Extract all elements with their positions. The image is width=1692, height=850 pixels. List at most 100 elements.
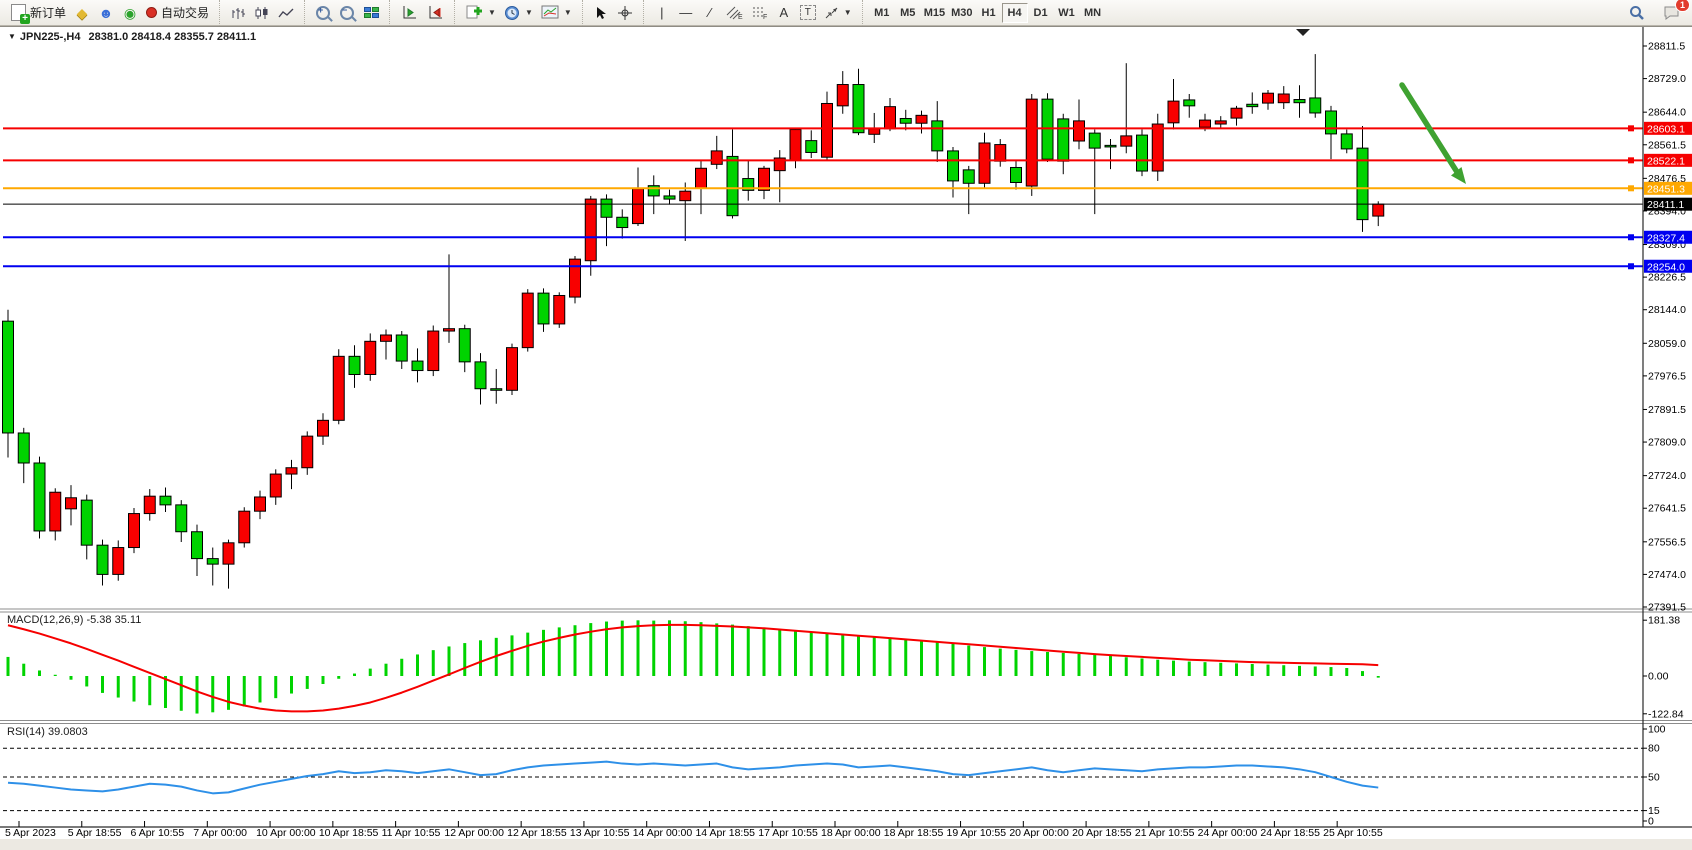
drawn-arrow-line[interactable]	[1399, 82, 1460, 175]
svg-text:F: F	[763, 14, 767, 20]
chart-background	[0, 27, 1692, 839]
bull-candle	[269, 473, 282, 498]
level-line-handle[interactable]	[1628, 125, 1634, 132]
drawn-arrow-head[interactable]	[1451, 167, 1466, 184]
level-lines-group	[3, 125, 1643, 270]
search-icon	[1630, 5, 1644, 20]
notification-badge: 1	[1674, 0, 1690, 12]
notifications-button[interactable]: 1	[1659, 0, 1690, 24]
time-label: 25 Apr 10:55	[1323, 827, 1383, 839]
price-tick-label: 28144.0	[1648, 304, 1686, 316]
bear-candle	[1010, 166, 1022, 183]
level-line-handle[interactable]	[1628, 185, 1634, 192]
bull-candle	[112, 547, 125, 575]
price-tick-label: 27556.5	[1648, 536, 1686, 548]
price-level-badge-text: 28603.1	[1647, 123, 1685, 135]
time-label: 18 Apr 00:00	[821, 827, 881, 839]
tile-windows-button[interactable]	[359, 2, 383, 24]
time-scale-group[interactable]: 5 Apr 2023 5 Apr 18:55 6 Apr 10:55 7 Apr 00…	[5, 821, 1383, 839]
community-button[interactable]: ☻	[94, 2, 118, 24]
bull-candle	[1025, 98, 1038, 187]
timeframes-group: M1 M5 M15 M30 H1 H4 D1 W1 MN	[861, 0, 1109, 26]
scroll-group	[389, 0, 451, 26]
price-tick-label: 27474.0	[1648, 569, 1686, 581]
level-line-handle[interactable]	[1628, 263, 1634, 270]
crosshair-button[interactable]	[613, 2, 637, 24]
price-scale-group[interactable]: 28811.528729.028644.028561.528476.528394…	[1643, 41, 1692, 614]
time-label: 10 Apr 00:00	[256, 827, 316, 839]
bear-candle	[947, 150, 959, 182]
text-label-button[interactable]: T	[796, 2, 820, 24]
templates-button[interactable]: ▼	[537, 2, 576, 24]
chart-shift-button[interactable]	[422, 2, 448, 24]
time-label: 20 Apr 18:55	[1072, 827, 1132, 839]
timeframe-m1-button[interactable]: M1	[869, 3, 895, 23]
bear-candle	[537, 292, 550, 325]
auto-scroll-icon	[403, 6, 417, 19]
signals-button[interactable]: ◉	[118, 2, 142, 24]
bar-chart-button[interactable]	[226, 2, 250, 24]
fibonacci-button[interactable]: F	[747, 2, 772, 24]
timeframe-m15-button[interactable]: M15	[921, 3, 948, 23]
text-button[interactable]: A	[772, 2, 796, 24]
level-line-handle[interactable]	[1628, 234, 1634, 241]
timeframe-m5-button[interactable]: M5	[895, 3, 921, 23]
chart-canvas[interactable]: 28811.528729.028644.028561.528476.528394…	[0, 27, 1692, 850]
equidistant-channel-button[interactable]: E	[722, 2, 747, 24]
time-label: 24 Apr 18:55	[1260, 827, 1320, 839]
candlestick-chart-button[interactable]	[250, 2, 274, 24]
time-label: 14 Apr 00:00	[633, 827, 693, 839]
vertical-line-button[interactable]: |	[650, 2, 674, 24]
bear-candle	[1356, 147, 1369, 221]
time-label: 12 Apr 18:55	[507, 827, 567, 839]
arrows-button[interactable]: ▼	[820, 2, 856, 24]
trade-group: + 新订单 ◆ ☻ ◉ 自动交易	[4, 0, 216, 26]
new-order-button[interactable]: + 新订单	[7, 2, 70, 24]
search-button[interactable]	[1625, 2, 1649, 24]
metaeditor-button[interactable]: ◆	[70, 2, 94, 24]
time-label: 21 Apr 10:55	[1135, 827, 1195, 839]
time-label: 14 Apr 18:55	[695, 827, 755, 839]
new-chart-button[interactable]: ▼	[461, 2, 500, 24]
timeframe-h4-button[interactable]: H4	[1001, 2, 1028, 23]
autotrading-button[interactable]: 自动交易	[142, 2, 213, 24]
bear-candle	[17, 432, 30, 464]
bear-candle	[474, 361, 487, 390]
zoom-group: + −	[304, 0, 386, 26]
timeframe-h1-button[interactable]: H1	[976, 3, 1002, 23]
timeframe-m30-button[interactable]: M30	[948, 3, 975, 23]
bear-candle	[1309, 97, 1322, 114]
timeframe-mn-button[interactable]: MN	[1080, 3, 1106, 23]
horizontal-line-button[interactable]: —	[674, 2, 698, 24]
zoom-in-button[interactable]: +	[311, 2, 335, 24]
chart-window[interactable]: 28811.5 28729.0 28644.0 28561.5 28476.5 28394…	[0, 26, 1692, 850]
periodicity-button[interactable]: ▼	[500, 2, 537, 24]
price-level-badge	[1644, 181, 1692, 195]
collapse-triangle-icon[interactable]: ▼	[8, 32, 16, 41]
zoom-out-icon: −	[340, 5, 355, 20]
bear-candle	[33, 462, 46, 532]
arrows-icon	[825, 7, 838, 18]
timeframe-w1-button[interactable]: W1	[1054, 3, 1080, 23]
chart-shift-marker-icon[interactable]	[1296, 29, 1310, 36]
bear-candle	[96, 544, 109, 575]
bull-candle	[1277, 93, 1290, 104]
zoom-out-button[interactable]: −	[335, 2, 359, 24]
bull-candle	[65, 497, 77, 510]
price-tick-label: 27724.0	[1648, 470, 1686, 482]
tile-windows-icon	[363, 7, 379, 18]
bear-candle	[2, 320, 14, 434]
rsi-tick-label: 100	[1648, 724, 1666, 736]
cursor-button[interactable]	[589, 2, 613, 24]
auto-scroll-button[interactable]	[396, 2, 422, 24]
price-tick-label: 27809.0	[1648, 437, 1686, 449]
line-chart-button[interactable]	[274, 2, 298, 24]
timeframe-d1-button[interactable]: D1	[1028, 3, 1054, 23]
bull-candle	[222, 542, 235, 565]
price-level-badge	[1644, 259, 1692, 273]
level-line-handle[interactable]	[1628, 157, 1634, 164]
bear-candle	[962, 169, 975, 184]
rsi-pane-group: 100 80 50 150	[3, 724, 1666, 828]
bull-candle	[978, 142, 991, 184]
trendline-button[interactable]: ∕	[698, 2, 722, 24]
